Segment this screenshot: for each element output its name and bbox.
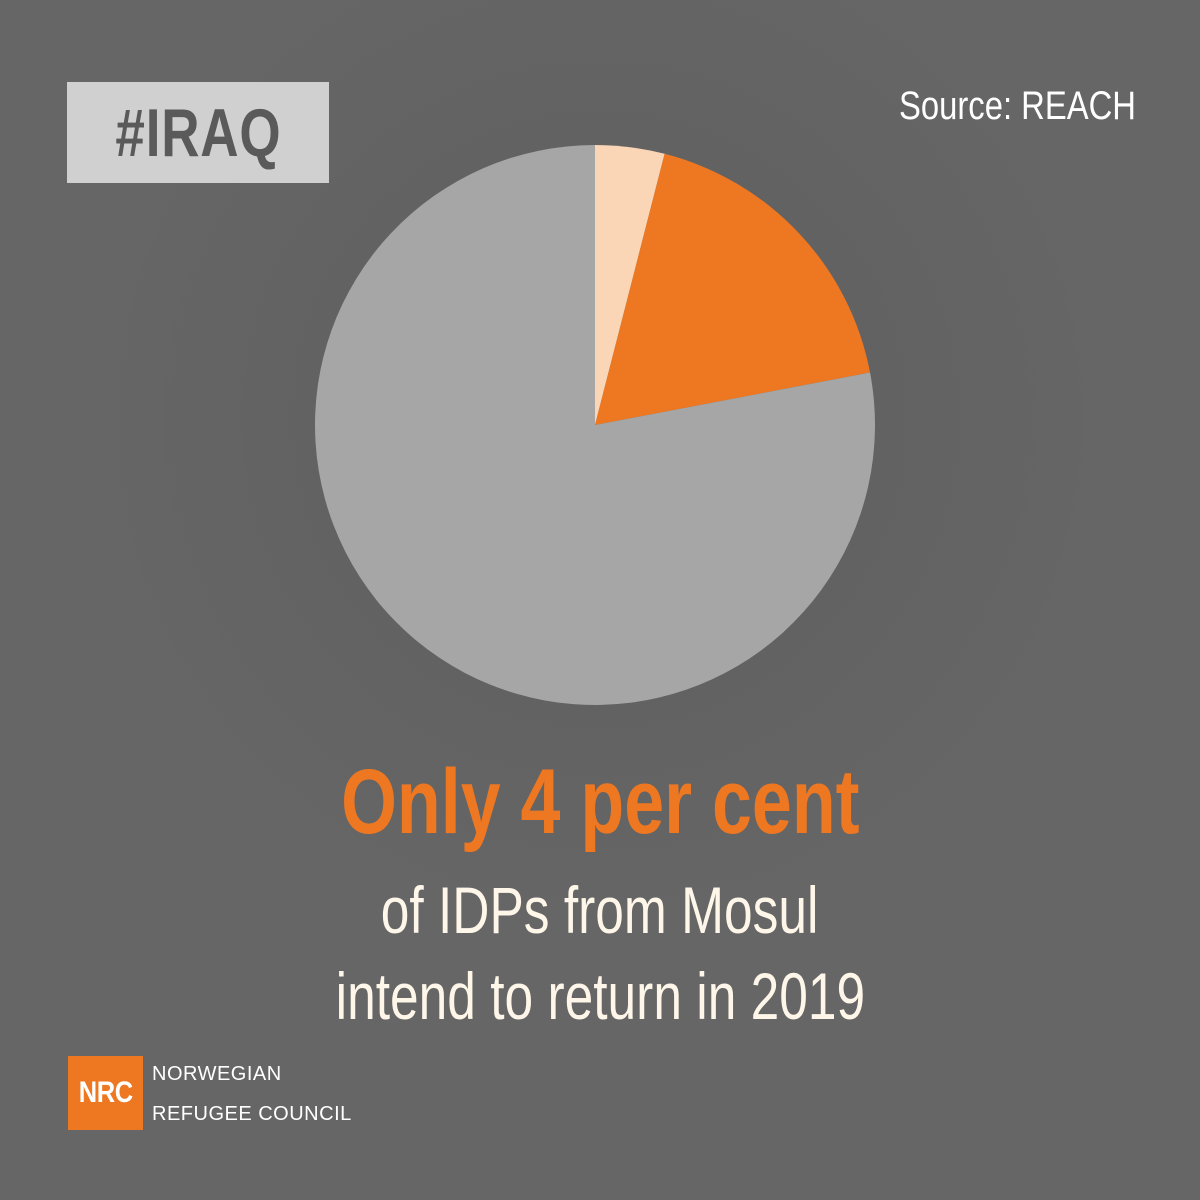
pie-slice-2 [595, 153, 871, 425]
subline-1: of IDPs from Mosul [0, 870, 1200, 950]
pie-slice-3 [315, 144, 875, 705]
pie-slice-1 [595, 145, 665, 425]
hashtag-text: #IRAQ [114, 94, 281, 171]
org-name-line-2: REFUGEE COUNCIL [152, 1103, 352, 1125]
subline-2-text: intend to return in 2019 [335, 959, 865, 1033]
source-label: Source: REACH [899, 84, 1136, 128]
headline-text: Only 4 per cent [340, 751, 860, 853]
subline-2: intend to return in 2019 [0, 956, 1200, 1036]
logo-abbr: NRC [78, 1076, 133, 1109]
nrc-logo: NRC [68, 1056, 143, 1130]
hashtag-badge: #IRAQ [67, 82, 329, 183]
org-name-line-1: NORWEGIAN [152, 1063, 282, 1085]
subline-1-text: of IDPs from Mosul [381, 873, 819, 947]
headline: Only 4 per cent [0, 752, 1200, 852]
